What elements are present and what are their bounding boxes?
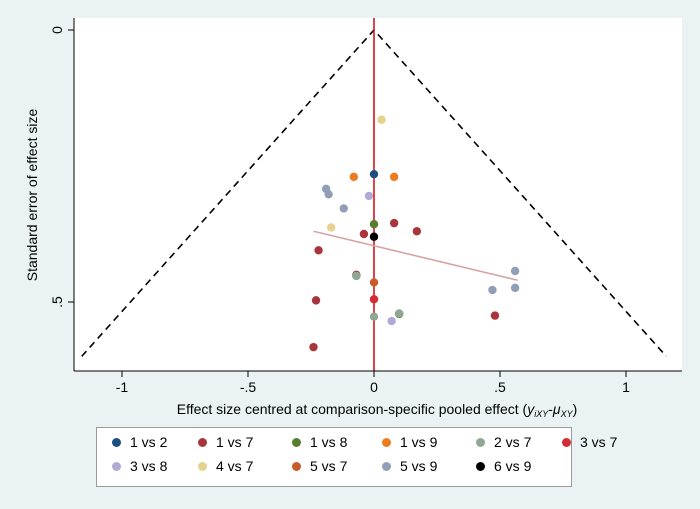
legend-marker (562, 437, 571, 447)
data-point-1-vs-7 (490, 311, 500, 320)
y-tick-label: 0 (49, 26, 65, 34)
data-point-1-vs-7 (389, 218, 399, 228)
legend-marker (476, 461, 485, 471)
axis-layer: -1 -.5 0 .5 1 0 .5 (49, 18, 682, 395)
y-axis-label: Standard error of effect size (24, 109, 40, 282)
legend-label: 1 vs 2 (130, 434, 168, 450)
legend-item: 5 vs 9 (382, 458, 437, 474)
legend-item: 3 vs 8 (112, 458, 167, 474)
legend-label: 6 vs 9 (494, 458, 532, 474)
plot-layer (81, 18, 667, 371)
data-point-5-vs-9 (510, 266, 520, 276)
data-point-5-vs-7 (369, 278, 379, 287)
legend-item: 1 vs 9 (382, 434, 437, 450)
x-axis-label: Effect size centred at comparison-specif… (177, 401, 578, 419)
legend-label: 4 vs 7 (216, 458, 254, 474)
legend-item: 5 vs 7 (292, 458, 347, 474)
legend-marker (382, 437, 391, 447)
data-point-1-vs-9 (389, 172, 399, 182)
legend-marker (382, 461, 391, 471)
legend-label: 1 vs 7 (216, 434, 254, 450)
legend-marker (112, 437, 121, 447)
data-point-2-vs-7 (352, 271, 361, 281)
data-point-1-vs-2 (369, 169, 379, 179)
data-point-2-vs-7 (395, 309, 404, 318)
data-point-1-vs-7 (309, 342, 318, 352)
legend-marker (476, 437, 485, 447)
data-point-1-vs-9 (349, 172, 359, 182)
legend: 1 vs 2 1 vs 7 1 vs 8 1 vs 9 2 vs 7 3 vs 7 3 vs… (96, 427, 617, 487)
data-point-4-vs-7 (326, 223, 336, 232)
legend-marker (292, 461, 301, 471)
legend-item: 4 vs 7 (198, 458, 253, 474)
data-point-5-vs-9 (324, 190, 333, 199)
legend-marker (292, 437, 301, 447)
data-point-3-vs-7 (369, 295, 379, 304)
legend-label: 3 vs 8 (130, 458, 168, 474)
x-tick-label: -.5 (240, 379, 257, 395)
legend-label: 1 vs 9 (400, 434, 438, 450)
data-point-5-vs-9 (510, 283, 520, 293)
data-point-2-vs-7 (369, 312, 379, 321)
data-point-1-vs-7 (412, 227, 422, 236)
data-point-5-vs-9 (488, 285, 497, 295)
data-point-1-vs-8 (369, 220, 379, 229)
data-point-4-vs-7 (377, 115, 386, 124)
x-tick-label: -1 (116, 379, 129, 395)
data-point-3-vs-8 (364, 191, 374, 201)
legend-marker (112, 461, 121, 471)
legend-item: 2 vs 7 (476, 434, 531, 450)
legend-marker (198, 461, 207, 471)
y-tick-label: .5 (49, 296, 65, 308)
plot-area (74, 18, 682, 371)
legend-label: 5 vs 9 (400, 458, 438, 474)
legend-item: 1 vs 8 (292, 434, 347, 450)
data-point-1-vs-7 (311, 296, 321, 305)
x-tick-label: .5 (494, 379, 506, 395)
legend-item: 1 vs 7 (198, 434, 253, 450)
legend-label: 2 vs 7 (494, 434, 532, 450)
data-point-6-vs-9 (369, 232, 379, 241)
legend-item: 6 vs 9 (476, 458, 531, 474)
legend-item: 3 vs 7 (562, 434, 617, 450)
legend-marker (198, 437, 207, 447)
legend-label: 5 vs 7 (310, 458, 348, 474)
legend-label: 1 vs 8 (310, 434, 348, 450)
legend-item: 1 vs 2 (112, 434, 167, 450)
data-point-3-vs-8 (387, 316, 396, 326)
data-point-5-vs-9 (339, 204, 348, 213)
x-tick-label: 1 (622, 379, 630, 395)
x-tick-label: 0 (370, 379, 378, 395)
data-point-1-vs-7 (359, 229, 369, 239)
legend-label: 3 vs 7 (580, 434, 618, 450)
data-point-1-vs-7 (314, 246, 323, 255)
regression-line (313, 230, 518, 282)
